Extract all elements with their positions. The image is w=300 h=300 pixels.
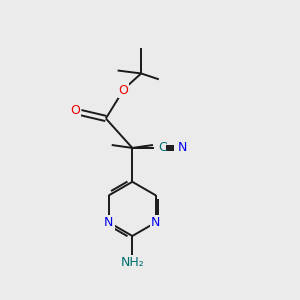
Text: N: N [177, 141, 187, 154]
Text: O: O [70, 104, 80, 117]
Text: NH₂: NH₂ [121, 256, 144, 269]
Text: N: N [104, 216, 114, 229]
Text: C: C [158, 141, 167, 154]
Text: O: O [118, 84, 128, 97]
Text: N: N [151, 216, 160, 229]
